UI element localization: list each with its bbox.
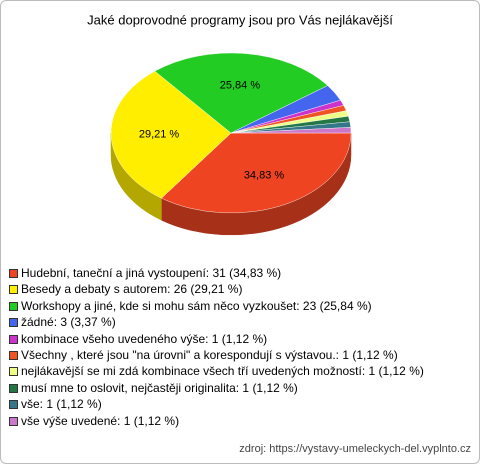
legend-swatch xyxy=(9,351,18,361)
legend-label: kombinace všeho uvedeného výše: 1 (1,12 … xyxy=(21,331,268,346)
legend-entry: žádné: 3 (3,37 %) xyxy=(9,314,471,330)
legend-swatch xyxy=(9,318,18,328)
pie-area: Jaké doprovodné programy jsou pro Vás ne… xyxy=(87,12,393,236)
legend-swatch xyxy=(9,416,18,426)
legend-label: vše výše uvedené: 1 (1,12 %) xyxy=(21,413,180,428)
legend-swatch xyxy=(9,334,18,344)
legend-label: žádné: 3 (3,37 %) xyxy=(21,315,116,330)
legend-label: Besedy a debaty s autorem: 26 (29,21 %) xyxy=(21,282,243,297)
slice-label: 34,83 % xyxy=(244,170,285,182)
legend-entry: vše výše uvedené: 1 (1,12 %) xyxy=(9,413,471,429)
legend-swatch xyxy=(9,400,18,410)
legend-entry: Hudební, taneční a jiná vystoupení: 31 (… xyxy=(9,265,471,281)
legend-swatch xyxy=(9,285,18,295)
chart-title: Jaké doprovodné programy jsou pro Vás ne… xyxy=(87,12,393,27)
legend-entry: kombinace všeho uvedeného výše: 1 (1,12 … xyxy=(9,331,471,347)
legend-swatch xyxy=(9,383,18,393)
legend-swatch xyxy=(9,269,18,278)
legend-entry: vše: 1 (1,12 %) xyxy=(9,396,471,412)
legend-entry: Besedy a debaty s autorem: 26 (29,21 %) xyxy=(9,281,471,297)
legend-label: Workshopy a jiné, kde si mohu sám něco v… xyxy=(21,298,372,313)
slice xyxy=(230,127,352,134)
legend: Hudební, taneční a jiná vystoupení: 31 (… xyxy=(9,265,471,429)
legend-label: Hudební, taneční a jiná vystoupení: 31 (… xyxy=(21,266,282,280)
slice xyxy=(161,132,352,214)
slice xyxy=(154,52,329,134)
legend-label: Všechny , které jsou "na úrovni" a kores… xyxy=(21,348,398,363)
source: zdroj: https://vystavy-umeleckych-del.vy… xyxy=(239,443,471,455)
legend-label: nejlákavější se mi zdá kombinace všech t… xyxy=(21,364,424,379)
slice-label: 25,84 % xyxy=(220,79,261,91)
legend-label: musí mne to oslovit, nejčastěji original… xyxy=(21,380,298,395)
legend-entry: Workshopy a jiné, kde si mohu sám něco v… xyxy=(9,298,471,314)
legend-entry: musí mne to oslovit, nejčastěji original… xyxy=(9,380,471,396)
legend-swatch xyxy=(9,367,18,377)
slice-label: 29,21 % xyxy=(139,129,180,141)
legend-entry: nejlákavější se mi zdá kombinace všech t… xyxy=(9,363,471,379)
slice xyxy=(110,70,232,199)
legend-swatch xyxy=(9,301,18,311)
legend-label: vše: 1 (1,12 %) xyxy=(21,397,102,412)
legend-entry: Všechny , které jsou "na úrovni" a kores… xyxy=(9,347,471,363)
